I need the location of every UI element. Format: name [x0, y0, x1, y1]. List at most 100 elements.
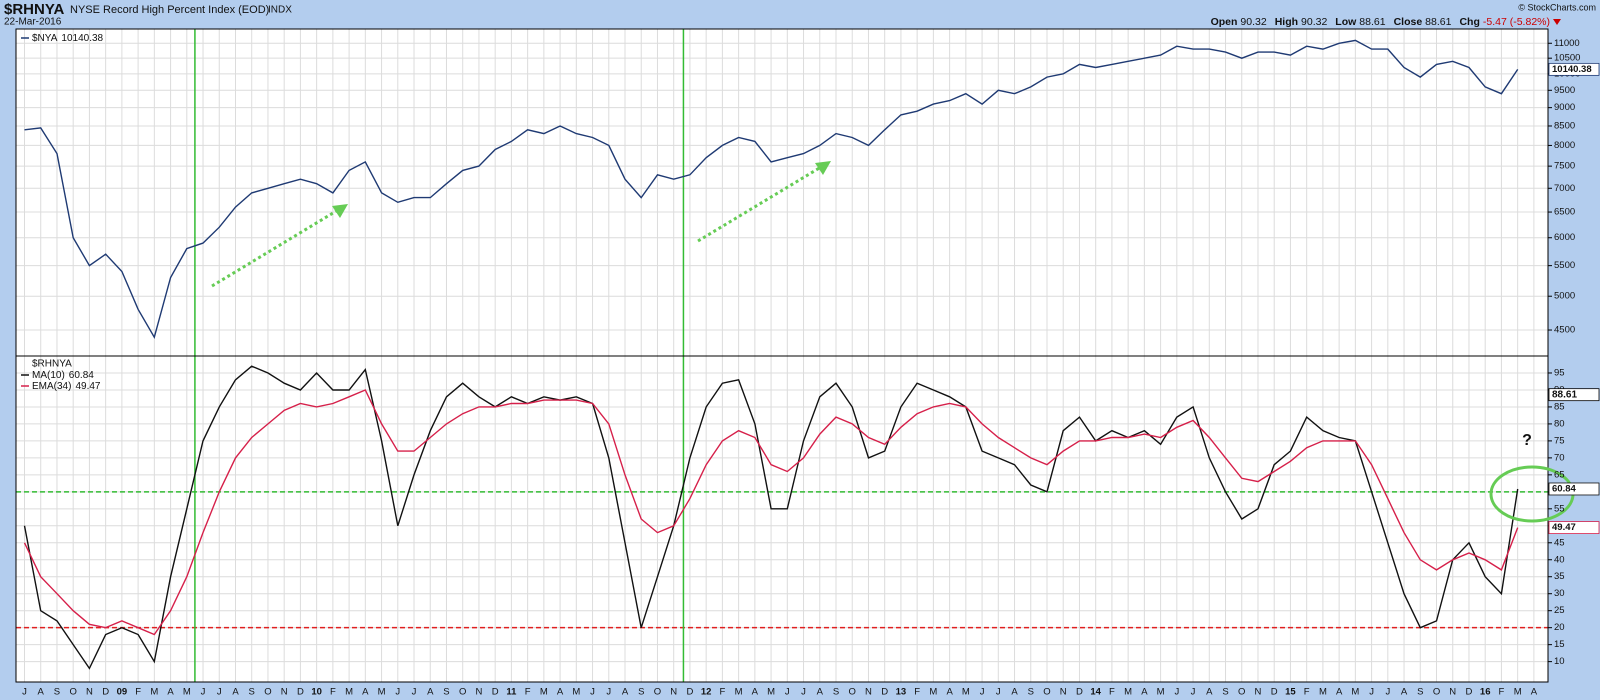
- x-tick-label: J: [980, 687, 985, 698]
- quote-label: Low: [1335, 16, 1357, 28]
- x-tick-label: M: [1124, 687, 1132, 698]
- x-tick-label: M: [183, 687, 191, 698]
- x-tick-label: F: [135, 687, 141, 698]
- y-tick-label: 5000: [1554, 291, 1575, 302]
- symbol: $RHNYA: [4, 1, 64, 18]
- x-tick-label: 11: [506, 687, 517, 698]
- panel-title: $RHNYA: [32, 359, 72, 370]
- x-tick-label: M: [1514, 687, 1522, 698]
- legend-name: EMA(34): [32, 381, 71, 392]
- x-tick-label: A: [232, 687, 239, 698]
- x-tick-label: J: [201, 687, 206, 698]
- x-tick-label: N: [281, 687, 288, 698]
- x-tick-label: A: [1011, 687, 1018, 698]
- arrow-head: [332, 204, 348, 218]
- y-tick-label: 10: [1554, 656, 1565, 667]
- x-tick-label: N: [476, 687, 483, 698]
- x-tick-label: J: [395, 687, 400, 698]
- close-tag-label: 88.61: [1552, 389, 1577, 400]
- x-tick-label: 09: [117, 687, 128, 698]
- x-tick-label: D: [881, 687, 888, 698]
- x-tick-label: N: [1060, 687, 1067, 698]
- y-tick-label: 45: [1554, 537, 1565, 548]
- layer: [16, 29, 1548, 682]
- x-tick-label: F: [1109, 687, 1115, 698]
- x-tick-label: J: [412, 687, 417, 698]
- x-tick-label: N: [86, 687, 93, 698]
- y-tick-label: 70: [1554, 452, 1565, 463]
- x-tick-label: M: [572, 687, 580, 698]
- quote-value: 88.61: [1359, 16, 1385, 28]
- legend-value: 60.84: [69, 370, 94, 381]
- y-tick-label: 20: [1554, 622, 1565, 633]
- y-tick-label: 11000: [1554, 38, 1580, 49]
- x-tick-label: S: [443, 687, 449, 698]
- legend-name: $NYA: [32, 33, 58, 44]
- quote-value: -5.47 (-5.82%): [1483, 16, 1550, 28]
- x-tick-label: O: [1433, 687, 1440, 698]
- last-value-box: [1548, 62, 1600, 76]
- x-tick-label: A: [167, 687, 174, 698]
- copyright: © StockCharts.com: [1518, 2, 1596, 12]
- x-tick-label: J: [1369, 687, 1374, 698]
- x-tick-label: F: [914, 687, 920, 698]
- x-tick-label: A: [557, 687, 564, 698]
- x-tick-label: O: [459, 687, 466, 698]
- x-tick-label: M: [150, 687, 158, 698]
- legend-entry: MA(10) 60.84: [32, 370, 94, 381]
- y-tick-label: 15: [1554, 639, 1565, 650]
- x-tick-label: J: [785, 687, 790, 698]
- x-tick-label: A: [427, 687, 434, 698]
- annotation: ?: [1522, 432, 1532, 449]
- x-tick-label: J: [996, 687, 1001, 698]
- y-tick-label: 9000: [1554, 102, 1575, 113]
- x-tick-label: O: [1043, 687, 1050, 698]
- x-tick-label: F: [1304, 687, 1310, 698]
- x-tick-label: S: [1222, 687, 1228, 698]
- x-tick-label: M: [962, 687, 970, 698]
- x-tick-label: M: [929, 687, 937, 698]
- x-tick-label: D: [686, 687, 693, 698]
- x-tick-label: S: [1417, 687, 1423, 698]
- x-tick-label: D: [102, 687, 109, 698]
- x-tick-label: F: [330, 687, 336, 698]
- x-tick-label: A: [362, 687, 369, 698]
- exchange: INDX: [268, 5, 292, 16]
- x-tick-label: D: [1271, 687, 1278, 698]
- y-tick-label: 7500: [1554, 161, 1575, 172]
- x-tick-label: D: [1466, 687, 1473, 698]
- y-tick-label: 95: [1554, 367, 1565, 378]
- x-tick-label: O: [654, 687, 661, 698]
- legend-entry: $NYA 10140.38: [32, 33, 104, 44]
- x-tick-label: J: [217, 687, 222, 698]
- quote-value: 90.32: [1301, 16, 1327, 28]
- x-tick-label: M: [540, 687, 548, 698]
- x-tick-label: A: [1141, 687, 1148, 698]
- x-tick-label: J: [606, 687, 611, 698]
- index-name: NYSE Record High Percent Index (EOD): [70, 4, 269, 16]
- last-value-label: 49.47: [1552, 522, 1576, 533]
- x-tick-label: 12: [701, 687, 712, 698]
- x-tick-label: J: [1191, 687, 1196, 698]
- x-tick-label: J: [590, 687, 595, 698]
- quote-label: Close: [1394, 16, 1423, 28]
- x-tick-label: S: [638, 687, 644, 698]
- x-tick-label: S: [54, 687, 60, 698]
- quote-value: 88.61: [1425, 16, 1451, 28]
- series-line: [23, 389, 1519, 636]
- last-value-box: [1548, 521, 1600, 534]
- x-tick-label: D: [492, 687, 499, 698]
- y-tick-label: 6500: [1554, 207, 1575, 218]
- quote-label: Open: [1211, 16, 1238, 28]
- x-tick-label: N: [670, 687, 677, 698]
- quote-label: High: [1275, 16, 1298, 28]
- x-tick-label: S: [1028, 687, 1034, 698]
- down-triangle: [1553, 19, 1561, 25]
- x-tick-label: S: [833, 687, 839, 698]
- y-tick-label: 8000: [1554, 140, 1575, 151]
- x-tick-label: M: [735, 687, 743, 698]
- series-line: [24, 39, 1519, 339]
- y-tick-label: 35: [1554, 571, 1565, 582]
- x-tick-label: A: [38, 687, 45, 698]
- series-line: [23, 365, 1519, 670]
